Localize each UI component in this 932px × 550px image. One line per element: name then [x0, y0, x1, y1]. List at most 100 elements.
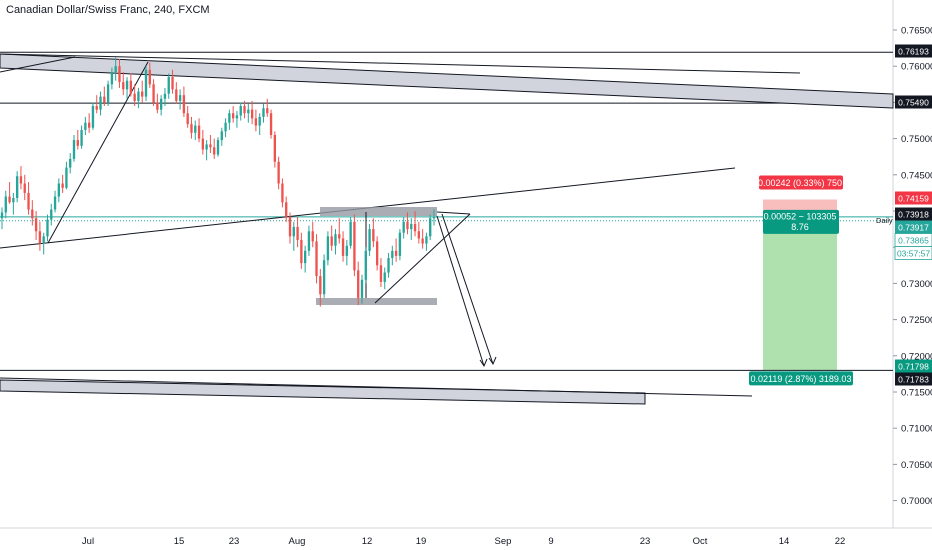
candle-body: [156, 102, 159, 110]
price-level-label-bg: [895, 44, 932, 58]
triangle-rising-side: [374, 213, 471, 304]
candle-body: [357, 270, 360, 298]
candle-body: [349, 221, 352, 246]
entry-label-text-1: 0.00052 ~ 103305: [764, 211, 837, 221]
candle-body: [334, 234, 337, 246]
candle-body: [360, 279, 364, 298]
candle-body: [8, 196, 11, 203]
candle-body: [383, 272, 386, 282]
candle-body: [391, 250, 394, 259]
candle-body: [307, 231, 311, 251]
candle-body: [432, 216, 436, 219]
y-tick-label: 0.76500: [901, 26, 932, 37]
candle-body: [319, 276, 322, 295]
candle-body: [148, 69, 151, 85]
candle-body: [300, 239, 303, 264]
price-level-label-bg: [895, 207, 932, 221]
candle-body: [144, 69, 148, 97]
candle-body: [216, 140, 220, 155]
y-tick-label: 0.70500: [901, 460, 932, 471]
candle-body: [243, 106, 246, 114]
x-tick-label: Sep: [495, 536, 512, 547]
candle-body: [315, 241, 318, 277]
candle-body: [194, 125, 197, 133]
candle-body: [402, 221, 405, 233]
candle-body: [220, 131, 223, 141]
candle-body: [209, 144, 212, 148]
price-level-label: 03:57:57: [897, 249, 930, 259]
x-tick-label: 19: [416, 536, 427, 547]
candle-body: [23, 183, 26, 193]
x-tick-label: 14: [779, 536, 790, 547]
candle-body: [296, 226, 299, 240]
candle-body: [231, 113, 235, 119]
candle-body: [281, 183, 284, 203]
candle-body: [129, 80, 133, 94]
candle-body: [398, 232, 402, 256]
candle-body: [277, 161, 280, 184]
entry-label-bg: [763, 209, 839, 234]
candle-body: [269, 113, 273, 135]
price-level-label-bg: [895, 220, 932, 234]
candle-body: [368, 229, 371, 251]
candle-body: [394, 250, 398, 256]
candle-body: [182, 95, 186, 114]
candle-body: [103, 96, 106, 103]
candle-body: [338, 234, 341, 239]
candle-body: [266, 108, 269, 114]
candle-body: [69, 158, 72, 168]
candle-body: [224, 122, 227, 132]
price-level-label-bg: [895, 191, 932, 205]
x-tick-label: 9: [548, 536, 553, 547]
candle-body: [421, 238, 424, 244]
candle-body: [406, 221, 409, 230]
candle-body: [163, 93, 167, 99]
candle-body: [91, 106, 95, 128]
candle-body: [95, 106, 98, 110]
candle-body: [152, 84, 155, 103]
candle-body: [372, 229, 375, 242]
candle-body: [197, 125, 201, 139]
candle-body: [15, 176, 19, 198]
triangle-top-side: [436, 211, 471, 215]
x-tick-label: Oct: [693, 536, 708, 547]
candle-body: [228, 113, 231, 123]
candle-body: [167, 77, 170, 94]
price-level-label: 0.71798: [898, 362, 929, 372]
candle-body: [285, 202, 288, 217]
candle-body: [262, 108, 265, 117]
candle-body: [50, 209, 53, 220]
candle-body: [118, 66, 121, 83]
candle-body: [410, 224, 413, 230]
candle-body: [322, 260, 326, 295]
candle-body: [38, 231, 42, 244]
x-tick-label: 23: [229, 536, 240, 547]
x-tick-label: 23: [640, 536, 651, 547]
price-level-label: 0.71783: [898, 375, 929, 385]
candle-body: [239, 106, 242, 116]
candle-body: [429, 218, 432, 237]
y-tick-label: 0.73000: [901, 279, 932, 290]
y-tick-label: 0.71000: [901, 424, 932, 435]
candle-body: [31, 209, 34, 219]
stop-label-text: 0.00242 (0.33%) 750: [758, 178, 842, 188]
candle-body: [364, 250, 367, 280]
candle-body: [12, 197, 15, 203]
candle-body: [387, 258, 390, 273]
x-tick-label: Aug: [289, 536, 306, 547]
y-tick-label: 0.72500: [901, 315, 932, 326]
candle-body: [425, 236, 428, 244]
candle-body: [273, 134, 277, 162]
candle-body: [4, 196, 7, 213]
candle-body: [65, 167, 68, 188]
x-tick-label: 15: [174, 536, 185, 547]
candle-body: [417, 231, 421, 239]
projection-arrowhead-1: [479, 358, 488, 368]
channel-upper-line: [0, 53, 801, 74]
price-level-label: 0.76193: [898, 47, 929, 57]
candle-body: [84, 122, 87, 130]
candle-body: [42, 236, 45, 244]
chart-title: Canadian Dollar/Swiss Franc, 240, FXCM: [6, 4, 210, 16]
